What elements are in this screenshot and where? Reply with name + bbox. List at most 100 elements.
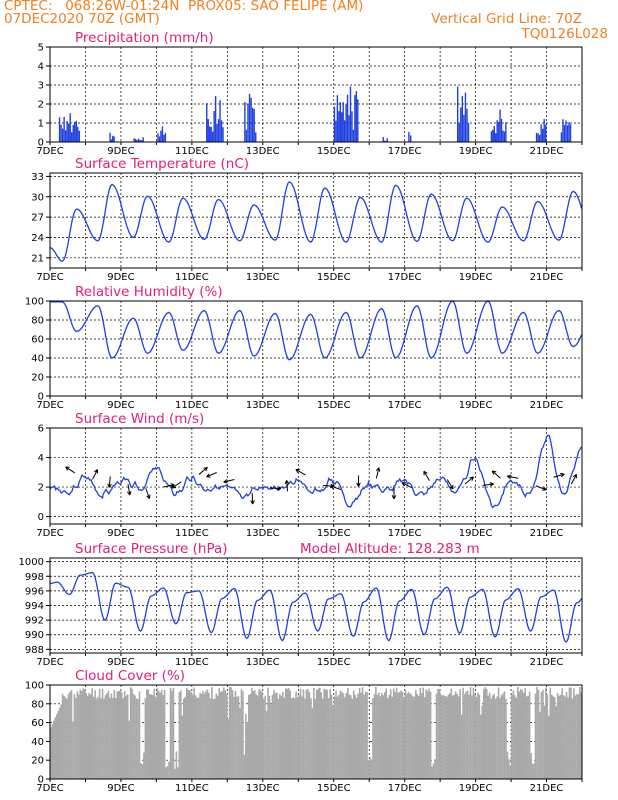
x-tick-label: 15DEC — [317, 783, 351, 794]
cloud-bar — [292, 697, 294, 779]
precip-bar — [63, 116, 65, 142]
cloud-bar — [57, 710, 59, 779]
x-tick-label: 17DEC — [388, 783, 422, 794]
precip-bar — [113, 136, 115, 142]
wind-arrow-head — [146, 494, 151, 499]
cloud-bar — [397, 692, 399, 779]
cloud-bar — [314, 698, 317, 779]
cloud-bar — [180, 690, 182, 779]
cloud-bar — [296, 697, 299, 779]
x-tick-label: 21DEC — [530, 783, 564, 794]
cloud-bar — [485, 689, 488, 779]
precip-bar — [247, 103, 249, 142]
precip-bar — [500, 118, 503, 142]
y-tick-label: 992 — [25, 616, 44, 627]
cloud-bar — [89, 694, 92, 779]
cloud-bar — [316, 689, 318, 779]
x-tick-label: 11DEC — [175, 657, 209, 668]
wind-arrow-head — [489, 482, 494, 487]
precip-bar — [140, 140, 143, 142]
precip-bar — [543, 119, 545, 142]
precip-bar — [250, 97, 252, 142]
cloud-bar — [261, 691, 263, 779]
cloud-bar — [415, 689, 417, 779]
cloud-bar — [552, 696, 555, 779]
cloud-bar — [463, 693, 466, 779]
cloud-bar — [555, 706, 557, 779]
cloud-bar — [253, 690, 256, 779]
cloud-bar — [168, 761, 170, 779]
wind-arrow — [570, 474, 577, 485]
cloud-bar — [509, 765, 512, 779]
press-series-line — [49, 571, 583, 643]
cloud-bar — [429, 691, 432, 779]
header-line1: CPTEC: 068:26W-01:24N PROX05: SAO FELIPE… — [4, 0, 364, 14]
cloud-bar — [311, 708, 314, 779]
precip-bar — [109, 132, 111, 142]
cloud-bar — [169, 687, 172, 779]
wind-arrow-head — [203, 466, 208, 472]
cloud-bar — [412, 696, 414, 779]
cloud-bar — [126, 694, 129, 779]
precip-bar — [69, 113, 71, 142]
cloud-bar — [116, 691, 119, 779]
precip-bar — [206, 103, 208, 142]
y-tick-label: 0 — [38, 512, 44, 523]
cloud-bar — [298, 695, 300, 779]
cloud-bar — [83, 689, 86, 779]
wind-arrow — [223, 479, 235, 483]
cloud-bar — [317, 688, 320, 779]
cloud-bar — [193, 687, 195, 779]
cloud-bar — [406, 693, 408, 779]
x-tick-label: 13DEC — [246, 146, 280, 157]
cloud-bar — [101, 688, 104, 779]
precip-bar — [142, 137, 144, 142]
wind-arrow-head — [449, 484, 454, 490]
y-tick-label: 994 — [25, 601, 44, 612]
wind-arrow-head — [401, 482, 406, 487]
precip-bar — [217, 119, 220, 142]
wind-arrow-head — [506, 474, 512, 480]
cloud-bar — [536, 686, 538, 779]
cloud-bar — [488, 692, 491, 779]
cloud-bar — [54, 717, 57, 779]
cloud-bar — [268, 695, 271, 779]
cloud-bar — [360, 692, 362, 779]
cloud-bar — [276, 692, 278, 779]
cloud-bar — [570, 687, 572, 779]
wind-arrow-head — [94, 469, 98, 474]
precip-bar — [464, 92, 467, 142]
cloud-bar — [283, 697, 286, 779]
cloud-bar — [237, 696, 240, 779]
cloud-bar — [358, 688, 361, 779]
cloud-bar — [67, 693, 70, 779]
precip-bar — [560, 132, 563, 142]
cloud-bar — [446, 696, 448, 779]
cloud-bar — [60, 704, 62, 779]
cloud-bar — [417, 696, 420, 779]
cloud-bar — [215, 693, 218, 779]
cloud-bar — [426, 691, 429, 779]
cloud-bar — [383, 692, 386, 779]
wind-arrow — [206, 472, 217, 478]
cloud-bar — [332, 705, 334, 779]
cloud-bar — [318, 687, 321, 779]
cloud-bar — [499, 697, 501, 779]
cloud-bar — [490, 698, 492, 779]
precip-bar — [562, 119, 564, 142]
cloud-bar — [55, 714, 58, 779]
cloud-bar — [262, 699, 265, 779]
precip-bar — [345, 103, 347, 142]
cloud-bar — [147, 689, 150, 779]
cloud-bar — [156, 688, 158, 779]
precip-bar — [210, 126, 212, 142]
cloud-bar — [135, 698, 138, 779]
precip-title: Precipitation (mm/h) — [75, 30, 214, 46]
wind-arrow — [92, 469, 98, 480]
x-tick-label: 15DEC — [317, 528, 351, 539]
wind-arrow-head — [250, 500, 255, 505]
y-tick-label: 60 — [31, 718, 44, 729]
cloud-bar — [403, 697, 405, 779]
cloud-bar — [462, 687, 464, 779]
